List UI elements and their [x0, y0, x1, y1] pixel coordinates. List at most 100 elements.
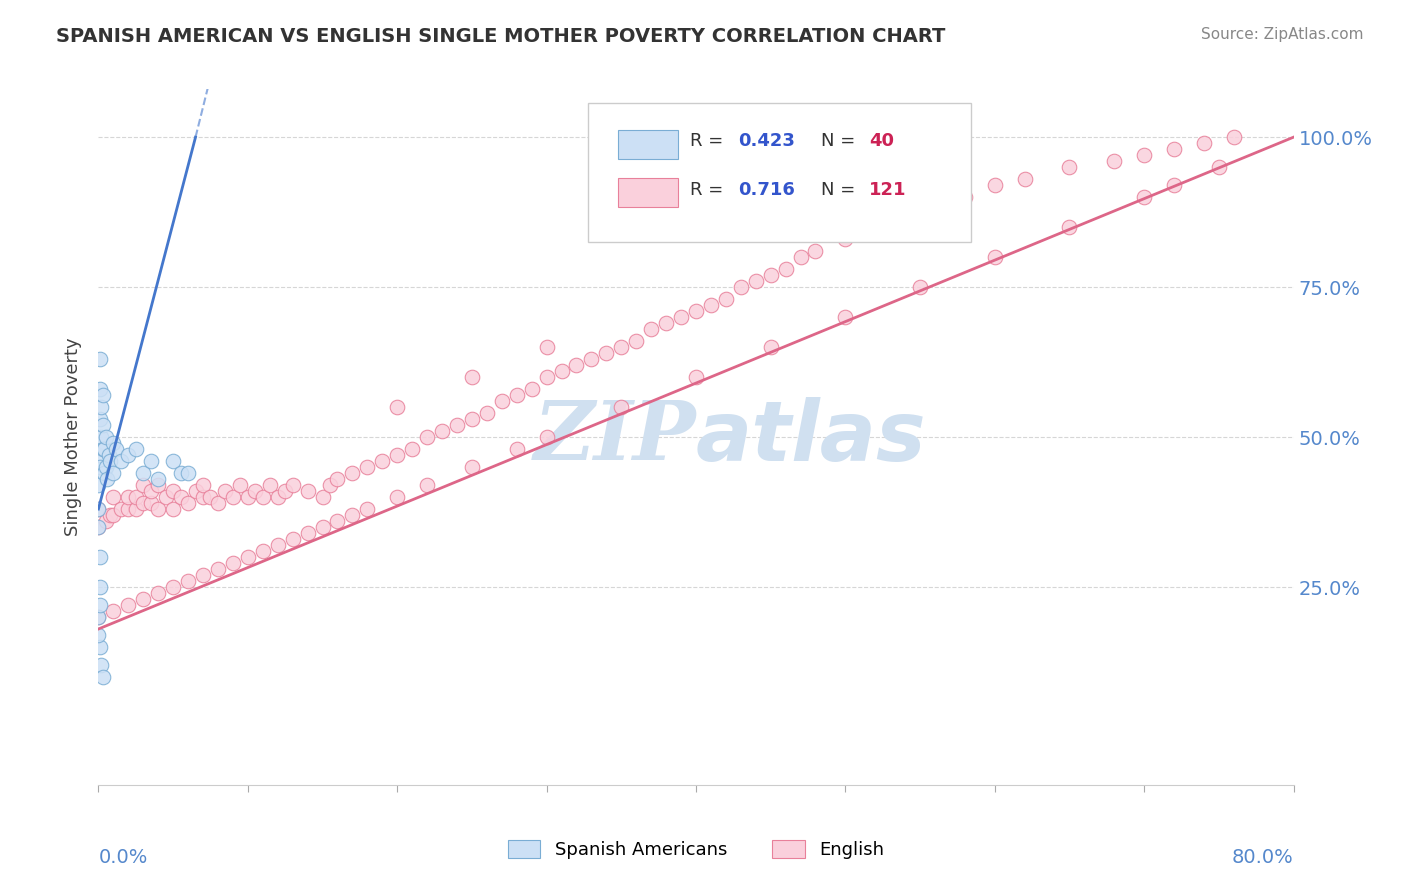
- Point: [274, 484, 297, 499]
- Point: [91, 442, 114, 456]
- Point: [89, 549, 111, 564]
- Point: [169, 490, 191, 504]
- Point: [311, 520, 333, 534]
- Point: [506, 442, 529, 456]
- Point: [207, 496, 229, 510]
- Point: [87, 502, 110, 516]
- Point: [110, 502, 132, 516]
- Point: [475, 406, 498, 420]
- Point: [984, 250, 1007, 264]
- Point: [148, 586, 170, 600]
- Point: [87, 610, 110, 624]
- Point: [326, 514, 349, 528]
- Point: [908, 280, 931, 294]
- Text: R =: R =: [690, 181, 728, 199]
- Point: [162, 502, 184, 516]
- Text: ZIP: ZIP: [533, 397, 696, 477]
- Point: [1059, 160, 1081, 174]
- Point: [356, 460, 378, 475]
- Point: [1133, 190, 1156, 204]
- Point: [759, 340, 782, 354]
- Point: [200, 490, 222, 504]
- Point: [117, 448, 139, 462]
- Point: [775, 262, 797, 277]
- Point: [93, 442, 115, 456]
- Point: [132, 466, 155, 480]
- Point: [461, 412, 484, 426]
- Point: [89, 580, 111, 594]
- Point: [87, 478, 110, 492]
- Point: [89, 460, 111, 475]
- Point: [342, 466, 364, 480]
- Point: [311, 490, 333, 504]
- Text: 0.0%: 0.0%: [98, 847, 148, 867]
- Point: [446, 418, 468, 433]
- Point: [491, 394, 513, 409]
- Point: [87, 520, 110, 534]
- Point: [416, 478, 439, 492]
- Point: [191, 478, 214, 492]
- Point: [610, 400, 633, 414]
- Text: N =: N =: [821, 132, 862, 151]
- Point: [789, 250, 811, 264]
- Point: [125, 442, 148, 456]
- Point: [207, 562, 229, 576]
- Point: [1163, 142, 1185, 156]
- Point: [1192, 136, 1215, 151]
- Point: [640, 322, 662, 336]
- Point: [865, 220, 887, 235]
- Point: [252, 490, 274, 504]
- Point: [655, 316, 678, 330]
- Point: [356, 502, 378, 516]
- Point: [98, 508, 122, 522]
- Point: [506, 388, 529, 402]
- Point: [87, 610, 110, 624]
- Point: [155, 490, 177, 504]
- Point: [281, 532, 304, 546]
- FancyBboxPatch shape: [619, 129, 678, 159]
- Point: [319, 478, 342, 492]
- Point: [103, 466, 125, 480]
- Point: [804, 244, 827, 259]
- Point: [89, 352, 111, 367]
- Point: [148, 478, 170, 492]
- Point: [222, 556, 245, 570]
- Point: [714, 292, 737, 306]
- Point: [125, 490, 148, 504]
- Point: [245, 484, 267, 499]
- Point: [267, 490, 290, 504]
- Point: [416, 430, 439, 444]
- Point: [91, 418, 114, 433]
- Point: [669, 310, 692, 325]
- Point: [401, 442, 423, 456]
- Point: [1059, 220, 1081, 235]
- Point: [177, 574, 200, 588]
- Point: [297, 484, 319, 499]
- Point: [1208, 160, 1230, 174]
- Point: [326, 472, 349, 486]
- Y-axis label: Single Mother Poverty: Single Mother Poverty: [65, 338, 83, 536]
- Point: [700, 298, 723, 312]
- Text: Source: ZipAtlas.com: Source: ZipAtlas.com: [1201, 27, 1364, 42]
- Point: [125, 502, 148, 516]
- Point: [685, 370, 707, 384]
- Point: [730, 280, 752, 294]
- Point: [98, 454, 122, 468]
- Point: [89, 598, 111, 612]
- Point: [148, 502, 170, 516]
- Point: [94, 460, 117, 475]
- Point: [93, 466, 115, 480]
- Point: [90, 430, 112, 444]
- Point: [94, 430, 117, 444]
- Point: [91, 670, 114, 684]
- Point: [908, 208, 931, 222]
- Point: [536, 370, 558, 384]
- Point: [1104, 154, 1126, 169]
- Point: [177, 496, 200, 510]
- Point: [229, 478, 252, 492]
- Point: [90, 400, 112, 414]
- Point: [581, 352, 603, 367]
- Point: [103, 490, 125, 504]
- Point: [1163, 178, 1185, 193]
- Point: [117, 502, 139, 516]
